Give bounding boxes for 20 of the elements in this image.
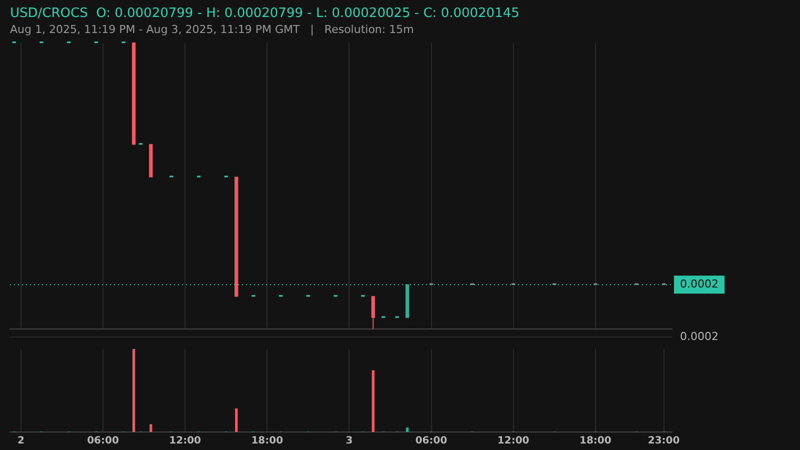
x-tick-label: 12:00 xyxy=(497,436,530,447)
candlestick xyxy=(234,176,238,297)
chart-subtitle: Aug 1, 2025, 11:19 PM - Aug 3, 2025, 11:19 PM GMT | Resolution: 15m xyxy=(10,23,414,36)
bar xyxy=(235,408,238,432)
bar xyxy=(372,370,374,432)
x-tick-label: 2 xyxy=(17,436,24,447)
bar xyxy=(150,424,152,432)
x-tick-label: 3 xyxy=(346,436,353,447)
bar xyxy=(132,349,136,432)
chart-title: USD/CROCS O: 0.00020799 - H: 0.00020799 - L: 0.00020025 - C: 0.00020145 xyxy=(10,6,520,22)
x-tick-label: 06:00 xyxy=(87,436,119,447)
text: 0.0002 xyxy=(680,330,718,343)
x-tick-label: 06:00 xyxy=(415,436,448,447)
text: 0.0002 xyxy=(680,278,718,290)
candlestick xyxy=(132,42,136,145)
x-tick-label: 12:00 xyxy=(169,436,202,447)
x-tick-label: 23:00 xyxy=(648,436,680,447)
x-tick-label: 18:00 xyxy=(579,436,612,447)
bar xyxy=(406,428,409,432)
x-tick-label: 18:00 xyxy=(251,436,284,447)
